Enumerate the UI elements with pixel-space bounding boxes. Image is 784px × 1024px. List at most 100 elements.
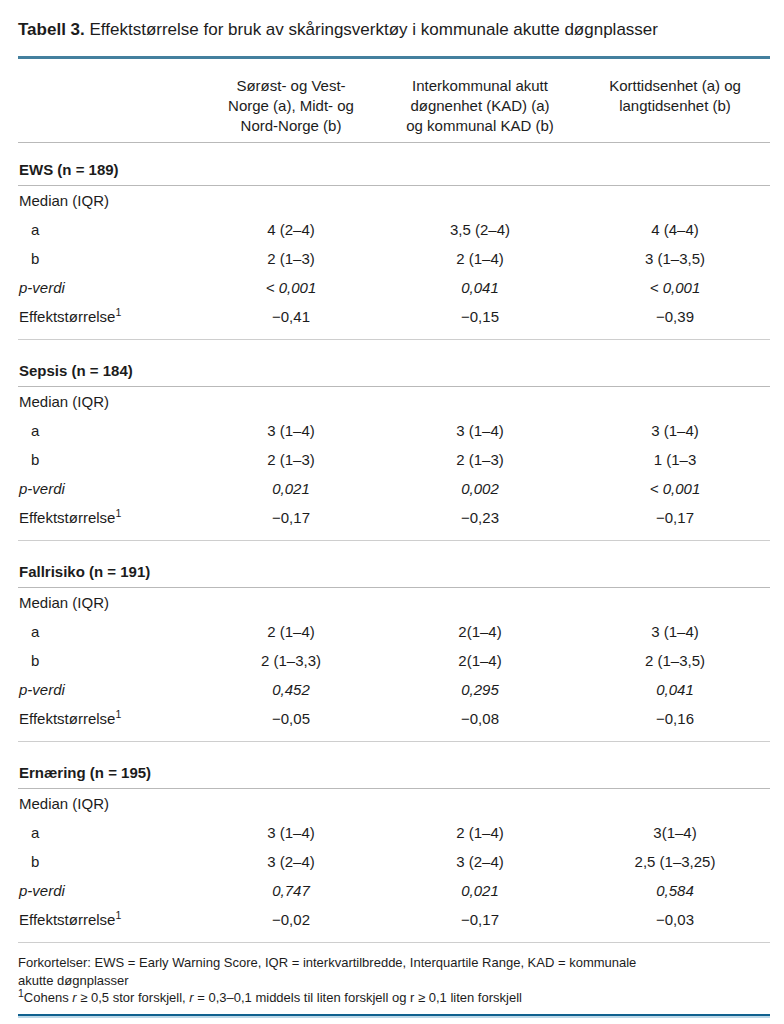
- cell-value: 3(1–4): [580, 822, 770, 843]
- row-label: b: [18, 449, 202, 470]
- column-header-stub: [18, 76, 202, 136]
- row-median-iqr: Median (IQR): [18, 387, 770, 416]
- row-label: b: [18, 851, 202, 872]
- cell-value: −0,23: [380, 507, 580, 528]
- row-label: a: [18, 219, 202, 240]
- cell-value: 1 (1–3: [580, 449, 770, 470]
- row-label: p-verdi: [18, 277, 202, 298]
- cell-value: 2 (1–3): [202, 248, 380, 269]
- bottom-rule: [18, 1014, 770, 1018]
- section-ernaering: Ernæring (n = 195) Median (IQR) a 3 (1–4…: [18, 742, 770, 943]
- section-header: Sepsis (n = 184): [18, 340, 770, 387]
- cell-value: −0,17: [202, 507, 380, 528]
- cell-value: 3 (1–3,5): [580, 248, 770, 269]
- cell-value: 3 (2–4): [202, 851, 380, 872]
- row-label: a: [18, 822, 202, 843]
- row-label: Effektstørrelse1: [18, 708, 202, 729]
- row-label: a: [18, 621, 202, 642]
- row-p-value: p-verdi 0,452 0,295 0,041: [18, 675, 770, 704]
- row-p-value: p-verdi 0,021 0,002 < 0,001: [18, 474, 770, 503]
- cell-value: 2 (1–3,3): [202, 650, 380, 671]
- cell-value: 2,5 (1–3,25): [580, 851, 770, 872]
- row-a: a 2 (1–4) 2(1–4) 3 (1–4): [18, 617, 770, 646]
- bottom-rule-light: [18, 1016, 770, 1018]
- cell-value: 2(1–4): [380, 621, 580, 642]
- row-label: p-verdi: [18, 880, 202, 901]
- row-effect-size: Effektstørrelse1 −0,41 −0,15 −0,39: [18, 302, 770, 339]
- cell-value: −0,15: [380, 306, 580, 327]
- cell-value: < 0,001: [202, 277, 380, 298]
- footnote-cohens: 1Cohens r ≥ 0,5 stor forskjell, r = 0,3–…: [18, 989, 770, 1007]
- column-header-row: Sørøst- og Vest- Norge (a), Midt- og Nor…: [18, 59, 770, 143]
- cell-value: < 0,001: [580, 478, 770, 499]
- footnote-marker: 1: [115, 507, 121, 519]
- row-label: Median (IQR): [18, 793, 202, 814]
- column-header-kad: Interkommunal akutt døgnenhet (KAD) (a) …: [380, 76, 580, 136]
- cell-value: 3 (1–4): [580, 621, 770, 642]
- cell-value: −0,41: [202, 306, 380, 327]
- cell-value: 2 (1–3,5): [580, 650, 770, 671]
- footnote-marker: 1: [115, 306, 121, 318]
- row-label: a: [18, 420, 202, 441]
- cell-value: −0,17: [380, 909, 580, 930]
- row-label: Effektstørrelse1: [18, 306, 202, 327]
- row-label: Median (IQR): [18, 592, 202, 613]
- cell-value: 0,747: [202, 880, 380, 901]
- row-median-iqr: Median (IQR): [18, 186, 770, 215]
- cell-value: 0,041: [380, 277, 580, 298]
- cell-value: 0,021: [380, 880, 580, 901]
- cell-value: −0,02: [202, 909, 380, 930]
- section-sepsis: Sepsis (n = 184) Median (IQR) a 3 (1–4) …: [18, 340, 770, 541]
- row-a: a 3 (1–4) 3 (1–4) 3 (1–4): [18, 416, 770, 445]
- cell-value: 0,295: [380, 679, 580, 700]
- row-label: p-verdi: [18, 478, 202, 499]
- column-header-region: Sørøst- og Vest- Norge (a), Midt- og Nor…: [202, 76, 380, 136]
- row-label: b: [18, 248, 202, 269]
- row-a: a 3 (1–4) 2 (1–4) 3(1–4): [18, 818, 770, 847]
- row-effect-size: Effektstørrelse1 −0,02 −0,17 −0,03: [18, 905, 770, 942]
- cell-value: 0,584: [580, 880, 770, 901]
- row-label: p-verdi: [18, 679, 202, 700]
- row-median-iqr: Median (IQR): [18, 789, 770, 818]
- footnote-marker: 1: [115, 708, 121, 720]
- cell-value: 0,041: [580, 679, 770, 700]
- cell-value: 4 (2–4): [202, 219, 380, 240]
- table-caption: Effektstørrelse for bruk av skåringsverk…: [90, 20, 658, 39]
- section-fallrisiko: Fallrisiko (n = 191) Median (IQR) a 2 (1…: [18, 541, 770, 742]
- table-footnotes: Forkortelser: EWS = Early Warning Score,…: [18, 943, 770, 1007]
- row-label: b: [18, 650, 202, 671]
- footnote-marker: 1: [115, 909, 121, 921]
- section-ews: EWS (n = 189) Median (IQR) a 4 (2–4) 3,5…: [18, 143, 770, 340]
- cell-value: 3 (2–4): [380, 851, 580, 872]
- column-header-unit-type: Korttidsenhet (a) og langtidsenhet (b): [580, 76, 770, 136]
- cell-value: 2 (1–4): [380, 822, 580, 843]
- section-header: Ernæring (n = 195): [18, 742, 770, 789]
- cell-value: 2 (1–3): [380, 449, 580, 470]
- cell-value: 2 (1–4): [202, 621, 380, 642]
- row-effect-size: Effektstørrelse1 −0,05 −0,08 −0,16: [18, 704, 770, 741]
- row-label: Effektstørrelse1: [18, 909, 202, 930]
- row-p-value: p-verdi < 0,001 0,041 < 0,001: [18, 273, 770, 302]
- section-header: Fallrisiko (n = 191): [18, 541, 770, 588]
- table-title: Tabell 3. Effektstørrelse for bruk av sk…: [18, 19, 770, 41]
- row-label: Effektstørrelse1: [18, 507, 202, 528]
- cell-value: −0,16: [580, 708, 770, 729]
- row-label: Median (IQR): [18, 391, 202, 412]
- row-b: b 2 (1–3,3) 2(1–4) 2 (1–3,5): [18, 646, 770, 675]
- cell-value: < 0,001: [580, 277, 770, 298]
- cell-value: 3 (1–4): [580, 420, 770, 441]
- cell-value: 2 (1–4): [380, 248, 580, 269]
- cell-value: 4 (4–4): [580, 219, 770, 240]
- table-number: Tabell 3.: [18, 20, 85, 39]
- row-label: Median (IQR): [18, 190, 202, 211]
- row-a: a 4 (2–4) 3,5 (2–4) 4 (4–4): [18, 215, 770, 244]
- row-b: b 2 (1–3) 2 (1–4) 3 (1–3,5): [18, 244, 770, 273]
- row-effect-size: Effektstørrelse1 −0,17 −0,23 −0,17: [18, 503, 770, 540]
- section-header: EWS (n = 189): [18, 143, 770, 186]
- row-b: b 2 (1–3) 2 (1–3) 1 (1–3: [18, 445, 770, 474]
- cell-value: 0,021: [202, 478, 380, 499]
- cell-value: 3 (1–4): [202, 420, 380, 441]
- cell-value: 2 (1–3): [202, 449, 380, 470]
- table-figure: Tabell 3. Effektstørrelse for bruk av sk…: [0, 19, 784, 1018]
- cell-value: 3,5 (2–4): [380, 219, 580, 240]
